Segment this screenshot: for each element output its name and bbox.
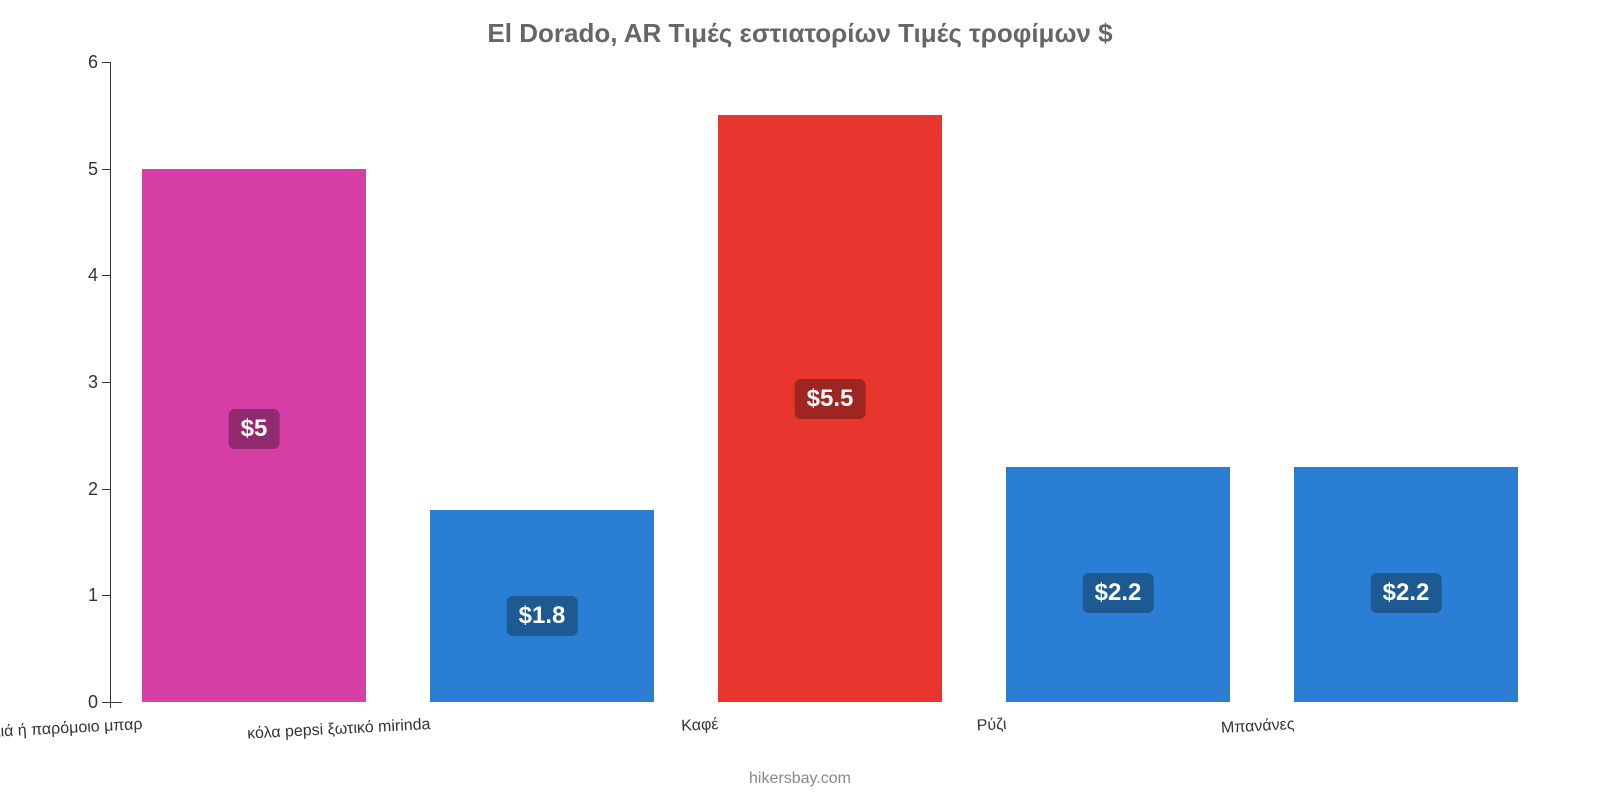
plot-area: $5$1.8$5.5$2.2$2.2 0123456Mac burger βασ… [110, 62, 1550, 702]
y-tick-label: 3 [38, 372, 98, 393]
value-badge: $2.2 [1371, 573, 1442, 613]
y-tick-label: 6 [38, 52, 98, 73]
y-tick-mark [102, 62, 110, 63]
chart-title: El Dorado, AR Τιμές εστιατορίων Τιμές τρ… [0, 18, 1600, 49]
y-tick-mark [102, 275, 110, 276]
y-tick-label: 0 [38, 692, 98, 713]
value-badge: $1.8 [507, 596, 578, 636]
value-badge: $5 [229, 409, 280, 449]
y-tick-mark [102, 382, 110, 383]
y-tick-mark [102, 169, 110, 170]
y-tick-mark [102, 702, 110, 703]
x-category-label: Καφέ [680, 716, 718, 736]
bars-layer: $5 $1.8 $5.5 $2.2 $2.2 [110, 62, 1550, 702]
y-tick-mark [102, 595, 110, 596]
y-tick-mark [102, 489, 110, 490]
chart-container: El Dorado, AR Τιμές εστιατορίων Τιμές τρ… [0, 0, 1600, 800]
y-tick-label: 4 [38, 265, 98, 286]
x-category-label: κόλα pepsi ξωτικό mirinda [246, 716, 430, 744]
y-tick-label: 2 [38, 479, 98, 500]
y-tick-label: 1 [38, 585, 98, 606]
value-badge: $5.5 [795, 379, 866, 419]
value-badge: $2.2 [1083, 573, 1154, 613]
y-tick-label: 5 [38, 159, 98, 180]
footer-credit: hikersbay.com [0, 770, 1600, 788]
x-category-label: Mac burger βασιλιά ή παρόμοιο μπαρ [0, 716, 143, 748]
x-category-label: Ρύζι [976, 716, 1007, 736]
x-category-label: Μπανάνες [1220, 716, 1294, 738]
